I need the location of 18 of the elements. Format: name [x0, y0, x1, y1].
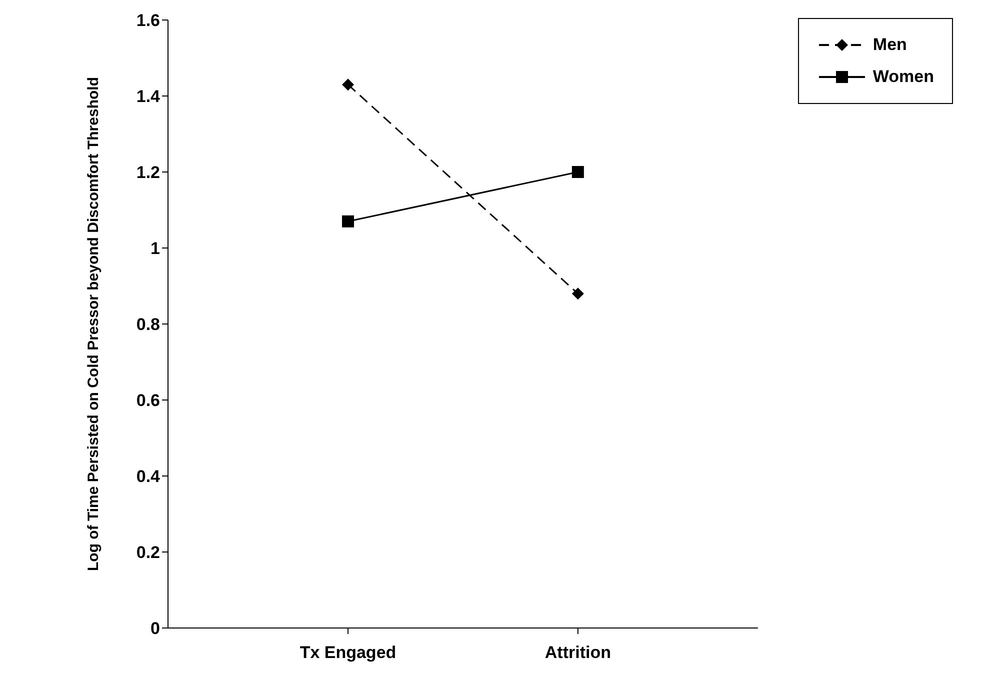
- legend-label: Women: [872, 67, 934, 87]
- point: [342, 215, 354, 228]
- legend-label: Men: [872, 35, 907, 55]
- y-tick-label: 1.6: [136, 11, 160, 30]
- y-axis-title: Log of Time Persisted on Cold Pressor beyond Discomfort Threshold: [85, 77, 102, 571]
- y-tick-label: 0: [150, 619, 160, 638]
- x-tick-label: Attrition: [544, 643, 611, 662]
- y-tick-label: 1.4: [136, 87, 161, 106]
- y-tick-label: 0.2: [136, 543, 160, 562]
- y-tick-label: 0.4: [136, 467, 161, 486]
- y-tick-label: 1: [150, 239, 160, 258]
- point: [572, 288, 584, 300]
- y-tick-label: 0.8: [136, 315, 160, 334]
- point: [342, 78, 354, 91]
- y-tick-label: 1.2: [136, 163, 160, 182]
- point: [572, 166, 584, 178]
- y-tick-label: 0.6: [136, 391, 160, 410]
- x-tick-label: Tx Engaged: [300, 643, 396, 662]
